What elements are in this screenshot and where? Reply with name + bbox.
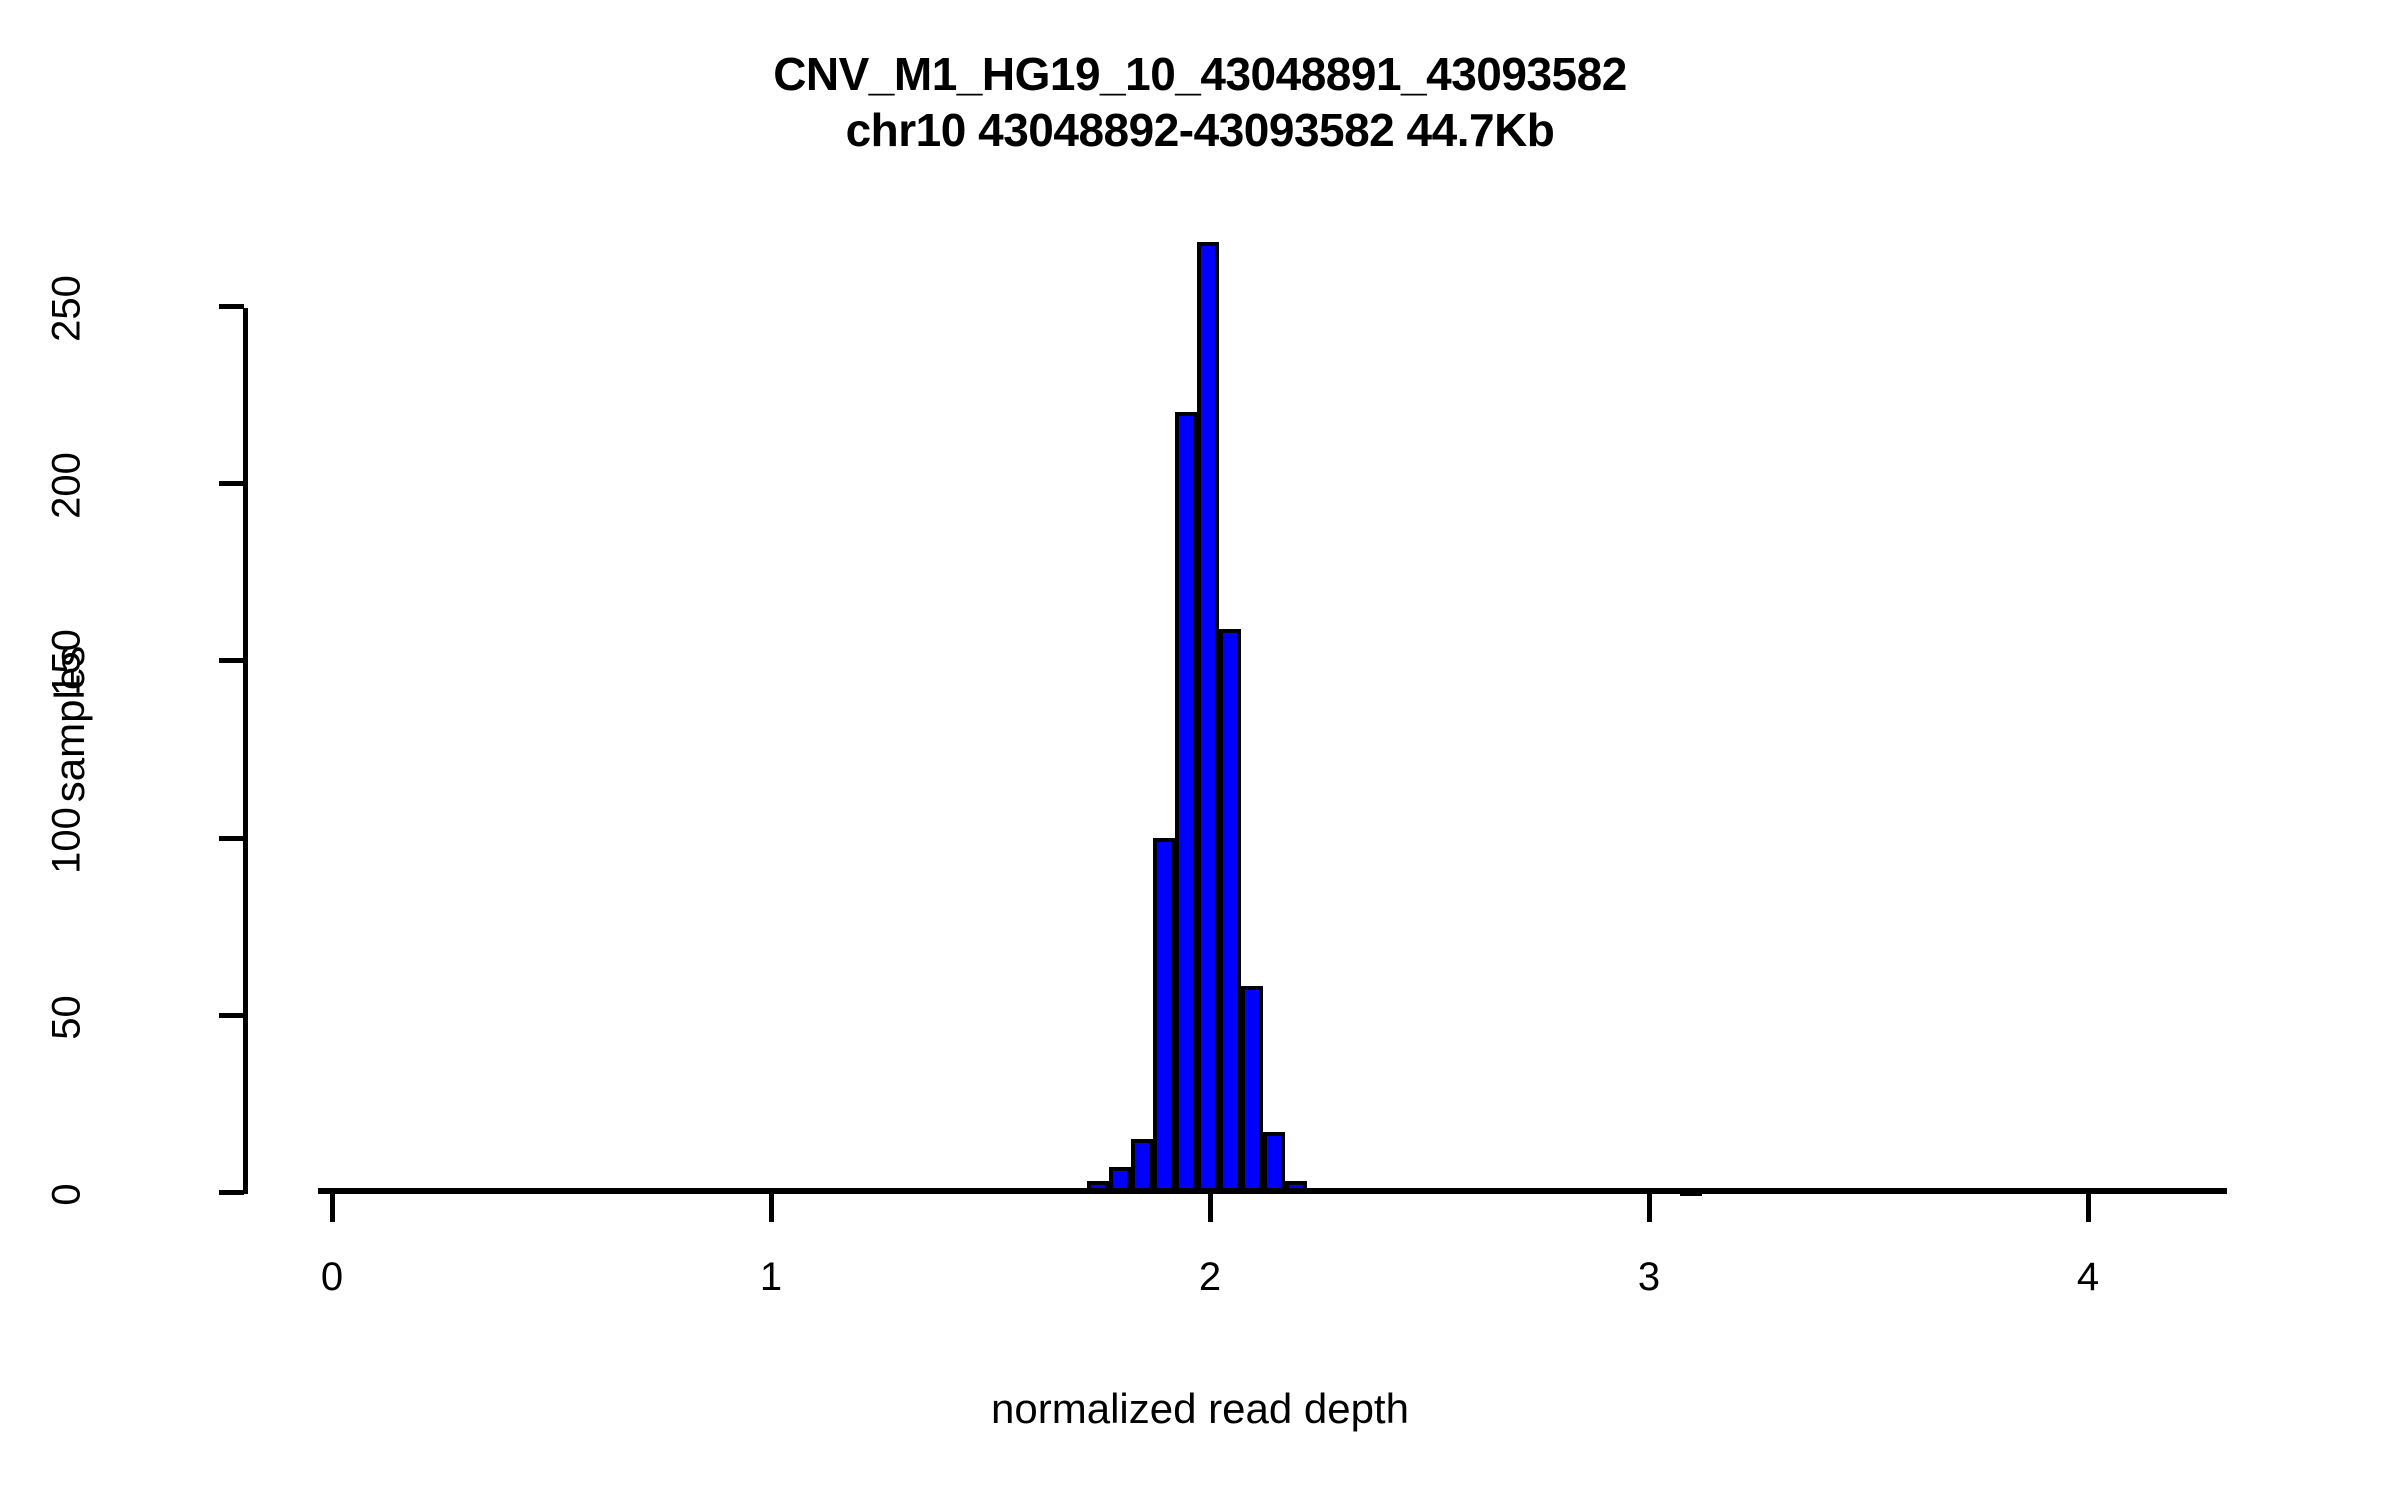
histogram-bar xyxy=(1174,412,1197,1192)
y-axis-tick xyxy=(219,1190,244,1195)
x-axis-tick-label: 4 xyxy=(2076,1255,2100,1299)
y-axis-tick-label: 0 xyxy=(44,1183,89,1206)
chart-title: CNV_M1_HG19_10_43048891_43093582 xyxy=(773,48,1627,100)
x-axis-tick xyxy=(1647,1194,1652,1222)
x-axis-tick xyxy=(2086,1194,2091,1222)
histogram-bar xyxy=(1218,628,1241,1192)
y-axis-tick xyxy=(219,835,244,841)
x-axis-tick-label: 1 xyxy=(759,1255,783,1299)
x-axis-label: normalized read depth xyxy=(991,1385,1409,1432)
x-axis-tick-label: 3 xyxy=(1637,1255,1661,1299)
histogram-bar xyxy=(1679,1188,1702,1197)
chart-title-block: CNV_M1_HG19_10_43048891_43093582 chr10 4… xyxy=(0,46,2400,158)
histogram-bar xyxy=(1262,1131,1285,1192)
x-axis-tick xyxy=(1208,1194,1213,1222)
histogram-bar xyxy=(1196,242,1219,1192)
y-axis-line xyxy=(243,308,248,1194)
x-axis-tick xyxy=(769,1194,774,1222)
histogram-bar xyxy=(1087,1181,1110,1192)
y-axis-tick xyxy=(219,481,244,487)
histogram-bar xyxy=(1284,1181,1307,1192)
histogram-bar xyxy=(1240,986,1263,1192)
y-axis-tick xyxy=(219,658,244,664)
x-axis-tick-label: 2 xyxy=(1198,1255,1222,1299)
x-axis-tick-label: 0 xyxy=(320,1255,344,1299)
y-axis-tick xyxy=(219,1012,244,1018)
y-axis-tick-label: 250 xyxy=(44,275,89,342)
y-axis-tick xyxy=(219,304,244,309)
y-axis-label: samples xyxy=(46,645,93,803)
histogram-bar xyxy=(1109,1167,1131,1192)
chart-subtitle: chr10 43048892-43093582 44.7Kb xyxy=(845,104,1555,157)
histogram-bar xyxy=(1152,837,1175,1192)
histogram-bar xyxy=(1130,1138,1153,1192)
x-axis-tick xyxy=(330,1194,335,1222)
